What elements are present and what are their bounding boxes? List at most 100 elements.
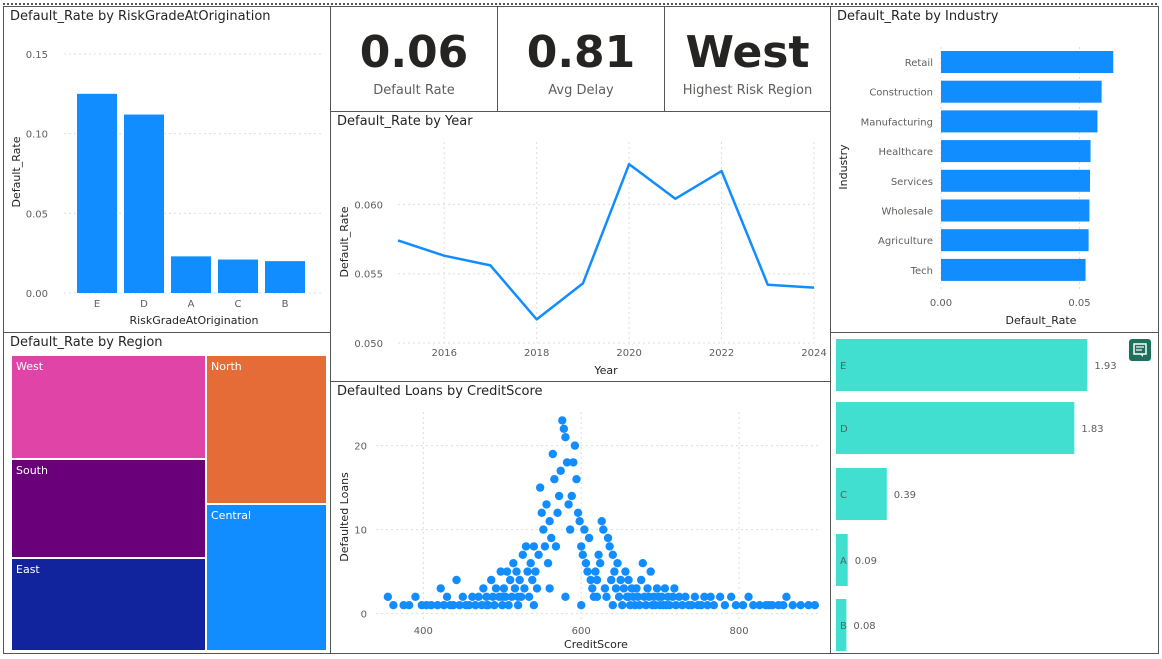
y-tick-label: Tech: [910, 266, 933, 277]
x-tick-label: 0.00: [930, 298, 952, 309]
treemap-cell-west[interactable]: West: [11, 355, 206, 459]
y-axis-label: Default_Rate: [338, 206, 351, 277]
grade-counts-chart[interactable]: E 1.93 D 1.83 C 0.39 A 0.09 B 0.08: [830, 332, 1159, 654]
region-chart[interactable]: Default_Rate by Region West North South Cen…: [3, 332, 331, 654]
scatter-point: [439, 601, 449, 610]
scatter-point: [562, 458, 572, 467]
scatter-point: [624, 575, 633, 585]
scatter-point: [542, 500, 551, 509]
scatter-point: [474, 592, 483, 601]
y-tick-label: Services: [891, 177, 933, 188]
scatter-point: [436, 584, 445, 593]
scatter-point: [512, 567, 521, 576]
scatter-point: [572, 475, 581, 484]
scatter-point: [487, 575, 496, 585]
y-axis-label: Default_Rate: [10, 136, 23, 207]
scatter-point: [670, 584, 679, 593]
y-tick-label: 0.050: [354, 339, 383, 350]
scatter-point: [513, 592, 523, 601]
treemap-cell-north[interactable]: North: [206, 355, 327, 504]
scatter-point: [696, 601, 706, 610]
x-tick-label: 2020: [616, 348, 641, 359]
scatter-point: [602, 592, 611, 601]
card-value: 0.06: [359, 27, 469, 78]
treemap-label: North: [211, 360, 242, 373]
bar: [941, 169, 1090, 192]
treemap-label: West: [16, 360, 44, 373]
card-value: 0.81: [526, 27, 636, 78]
bar: [941, 80, 1102, 103]
scatter-point: [449, 601, 458, 610]
card-default-rate[interactable]: 0.06 Default Rate: [330, 6, 498, 112]
scatter-point: [605, 542, 614, 551]
scatter-point: [455, 601, 464, 610]
scatter-point: [608, 550, 617, 559]
scatter-point: [570, 441, 580, 450]
comment-icon[interactable]: [1129, 339, 1151, 361]
scatter-point: [592, 592, 602, 601]
treemap-cell-central[interactable]: Central: [206, 504, 327, 651]
y-axis-label: Defaulted Loans: [338, 472, 351, 562]
y-tick-label: Manufacturing: [861, 117, 933, 128]
scatter-point: [678, 601, 687, 610]
year-chart[interactable]: Default_Rate by Year 0.060 0.055 0.050 2016…: [330, 111, 831, 382]
card-highest-risk-region[interactable]: West Highest Risk Region: [664, 6, 831, 112]
scatter-point: [520, 584, 529, 593]
scatter-point: [607, 575, 616, 585]
category-label: E: [840, 361, 846, 372]
y-tick-label: 0.055: [354, 270, 383, 281]
risk-grade-svg: 0.15 0.10 0.05 0.00 E D A C B RiskGradeAtOriginat…: [10, 50, 324, 327]
scatter-point: [534, 550, 543, 559]
bar: [941, 258, 1086, 281]
scatter-point: [715, 592, 725, 601]
scatter-point: [554, 491, 564, 501]
scatter-point: [523, 567, 532, 576]
bar: [124, 114, 164, 294]
bar: [941, 51, 1114, 73]
x-tick-label: D: [140, 299, 148, 310]
scatter-point: [482, 592, 491, 601]
y-tick-label: Agriculture: [878, 236, 933, 247]
y-tick-label: 20: [354, 442, 367, 453]
y-tick-label: 0.15: [26, 50, 48, 61]
scatter-point: [491, 584, 501, 593]
y-tick-label: Healthcare: [878, 147, 933, 158]
scatter-point: [577, 601, 586, 610]
treemap-cell-south[interactable]: South: [11, 459, 206, 558]
scatter-point: [646, 567, 655, 576]
scatter-point: [614, 592, 624, 601]
scatter-point: [427, 601, 436, 610]
scatter-point: [548, 449, 557, 459]
scatter-point: [513, 601, 523, 610]
category-label: A: [840, 556, 847, 567]
scatter-point: [749, 601, 758, 610]
treemap-cell-east[interactable]: East: [11, 558, 206, 651]
x-tick-label: 400: [414, 626, 433, 637]
chart-title: Default_Rate by RiskGradeAtOrigination: [10, 9, 271, 24]
scatter-point: [528, 575, 537, 585]
treemap: West North South Central East: [11, 355, 327, 651]
x-tick-label: C: [235, 299, 242, 310]
data-label: 0.09: [855, 556, 877, 567]
x-axis-label: Default_Rate: [1006, 314, 1077, 327]
scatter-point: [551, 542, 561, 551]
x-tick-label: 2016: [431, 348, 456, 359]
scatter-point: [468, 592, 477, 601]
scatter-point: [490, 601, 499, 610]
scatter-point: [553, 508, 562, 517]
bar: [836, 339, 1088, 391]
scatter-point: [583, 567, 592, 576]
card-avg-delay[interactable]: 0.81 Avg Delay: [497, 6, 665, 112]
card-value: West: [685, 27, 810, 78]
risk-grade-chart[interactable]: Default_Rate by RiskGradeAtOrigination 0…: [3, 6, 331, 333]
card-label: Avg Delay: [548, 83, 614, 98]
credit-score-chart[interactable]: Defaulted Loans by CreditScore 20 10 0 400 6…: [330, 381, 831, 654]
scatter-point: [471, 601, 480, 610]
scatter-point: [643, 584, 652, 593]
scatter-point: [586, 575, 595, 585]
scatter-point: [613, 559, 622, 568]
industry-chart[interactable]: Default_Rate by Industry 0.00 0.05 Retail C…: [830, 6, 1159, 333]
bar: [836, 599, 847, 651]
scatter-point: [532, 584, 542, 593]
data-label: 0.39: [894, 490, 916, 501]
